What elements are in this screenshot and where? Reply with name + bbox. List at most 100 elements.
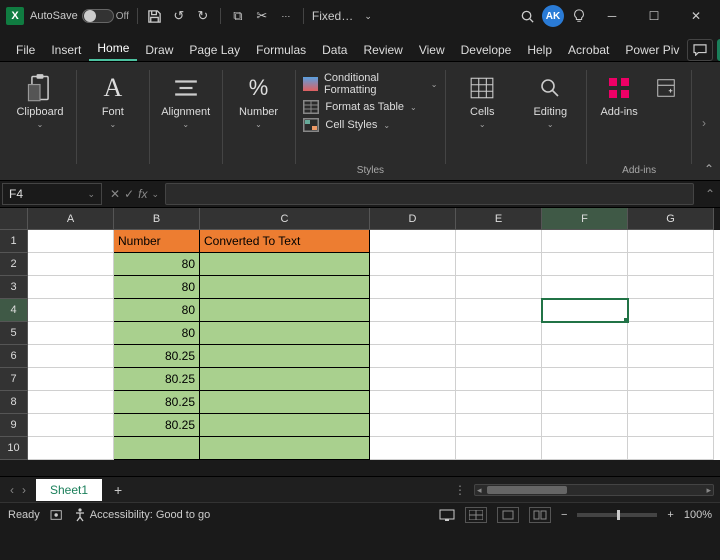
cell[interactable] bbox=[370, 322, 456, 345]
sheet-nav-prev-icon[interactable]: ‹ bbox=[10, 483, 14, 497]
minimize-button[interactable]: ─ bbox=[594, 2, 630, 30]
cell[interactable]: 80.25 bbox=[114, 345, 200, 368]
cell[interactable] bbox=[370, 345, 456, 368]
add-sheet-button[interactable]: + bbox=[102, 482, 134, 498]
cell[interactable] bbox=[28, 276, 114, 299]
conditional-formatting-button[interactable]: Conditional Formatting⌄ bbox=[303, 72, 437, 96]
cell[interactable] bbox=[542, 368, 628, 391]
tab-help[interactable]: Help bbox=[519, 37, 560, 61]
cell[interactable]: Number bbox=[114, 230, 200, 253]
cell[interactable]: 80 bbox=[114, 322, 200, 345]
cell[interactable] bbox=[628, 230, 714, 253]
zoom-in-button[interactable]: + bbox=[667, 509, 673, 521]
user-avatar[interactable]: AK bbox=[542, 5, 564, 27]
alignment-button[interactable]: Alignment⌄ bbox=[158, 68, 214, 129]
cell[interactable] bbox=[542, 414, 628, 437]
cell[interactable] bbox=[628, 368, 714, 391]
zoom-out-button[interactable]: − bbox=[561, 509, 567, 521]
cell[interactable] bbox=[370, 299, 456, 322]
cell[interactable] bbox=[28, 299, 114, 322]
column-header[interactable]: B bbox=[114, 208, 200, 230]
comments-button[interactable] bbox=[687, 39, 713, 61]
cell[interactable] bbox=[28, 253, 114, 276]
zoom-level[interactable]: 100% bbox=[684, 509, 712, 521]
column-header[interactable]: A bbox=[28, 208, 114, 230]
cells-button[interactable]: Cells⌄ bbox=[454, 68, 510, 129]
cell[interactable] bbox=[456, 345, 542, 368]
cell[interactable] bbox=[456, 253, 542, 276]
cell[interactable] bbox=[456, 322, 542, 345]
cell[interactable] bbox=[456, 391, 542, 414]
row-header[interactable]: 1 bbox=[0, 230, 28, 253]
maximize-button[interactable]: ☐ bbox=[636, 2, 672, 30]
cell[interactable]: 80 bbox=[114, 253, 200, 276]
doc-dropdown-icon[interactable]: ⌄ bbox=[359, 7, 377, 25]
row-header[interactable]: 7 bbox=[0, 368, 28, 391]
tab-insert[interactable]: Insert bbox=[43, 37, 89, 61]
addins-button[interactable]: Add-ins bbox=[595, 68, 643, 118]
save-icon[interactable] bbox=[146, 7, 164, 25]
page-break-view-button[interactable] bbox=[529, 507, 551, 523]
tab-view[interactable]: View bbox=[411, 37, 453, 61]
cut-icon[interactable]: ✂ bbox=[253, 7, 271, 25]
column-header[interactable]: E bbox=[456, 208, 542, 230]
cell[interactable]: 80.25 bbox=[114, 414, 200, 437]
cell-styles-button[interactable]: Cell Styles⌄ bbox=[303, 118, 437, 132]
column-header[interactable]: C bbox=[200, 208, 370, 230]
cell[interactable] bbox=[628, 391, 714, 414]
cell[interactable] bbox=[200, 322, 370, 345]
row-header[interactable]: 10 bbox=[0, 437, 28, 460]
cell[interactable] bbox=[370, 437, 456, 460]
tab-powerpiv[interactable]: Power Piv bbox=[617, 37, 687, 61]
column-header[interactable]: F bbox=[542, 208, 628, 230]
cell[interactable] bbox=[28, 230, 114, 253]
cell[interactable] bbox=[28, 345, 114, 368]
cell[interactable] bbox=[200, 391, 370, 414]
cell[interactable] bbox=[456, 299, 542, 322]
fx-icon[interactable]: fx bbox=[138, 187, 147, 201]
cell[interactable] bbox=[542, 322, 628, 345]
cell[interactable] bbox=[542, 230, 628, 253]
cell[interactable] bbox=[200, 299, 370, 322]
cell[interactable] bbox=[28, 437, 114, 460]
cell[interactable]: 80.25 bbox=[114, 391, 200, 414]
autosave-toggle[interactable]: AutoSave Off bbox=[30, 9, 129, 23]
cell[interactable] bbox=[370, 414, 456, 437]
cell[interactable] bbox=[628, 414, 714, 437]
name-box[interactable]: F4 ⌄ bbox=[2, 183, 102, 205]
qat-more-icon[interactable]: ⋯ bbox=[277, 7, 295, 25]
redo-icon[interactable]: ↻ bbox=[194, 7, 212, 25]
fx-dropdown-icon[interactable]: ⌄ bbox=[151, 189, 159, 200]
select-all-corner[interactable] bbox=[0, 208, 28, 230]
tab-review[interactable]: Review bbox=[355, 37, 410, 61]
cell[interactable] bbox=[542, 391, 628, 414]
cell[interactable] bbox=[200, 253, 370, 276]
undo-icon[interactable]: ↺ bbox=[170, 7, 188, 25]
cell[interactable] bbox=[456, 276, 542, 299]
cell[interactable]: 80 bbox=[114, 276, 200, 299]
tab-formulas[interactable]: Formulas bbox=[248, 37, 314, 61]
cell[interactable] bbox=[200, 437, 370, 460]
tab-draw[interactable]: Draw bbox=[137, 37, 181, 61]
cell[interactable] bbox=[28, 391, 114, 414]
cell[interactable] bbox=[370, 276, 456, 299]
cell[interactable] bbox=[28, 368, 114, 391]
cell[interactable] bbox=[542, 253, 628, 276]
row-header[interactable]: 8 bbox=[0, 391, 28, 414]
name-box-dropdown-icon[interactable]: ⌄ bbox=[87, 189, 95, 200]
number-button[interactable]: % Number⌄ bbox=[231, 68, 287, 129]
editing-button[interactable]: Editing⌄ bbox=[522, 68, 578, 129]
column-header[interactable]: G bbox=[628, 208, 714, 230]
sheet-options-icon[interactable]: ⋮ bbox=[446, 483, 474, 497]
horizontal-scrollbar[interactable]: ◂▸ bbox=[474, 484, 714, 496]
cell[interactable] bbox=[456, 368, 542, 391]
cell[interactable] bbox=[628, 345, 714, 368]
autosave-switch[interactable] bbox=[82, 9, 114, 23]
column-header[interactable]: D bbox=[370, 208, 456, 230]
close-button[interactable]: ✕ bbox=[678, 2, 714, 30]
cell[interactable] bbox=[370, 230, 456, 253]
row-header[interactable]: 3 bbox=[0, 276, 28, 299]
cell[interactable] bbox=[28, 322, 114, 345]
clipboard-button[interactable]: Clipboard⌄ bbox=[12, 68, 68, 129]
row-header[interactable]: 5 bbox=[0, 322, 28, 345]
